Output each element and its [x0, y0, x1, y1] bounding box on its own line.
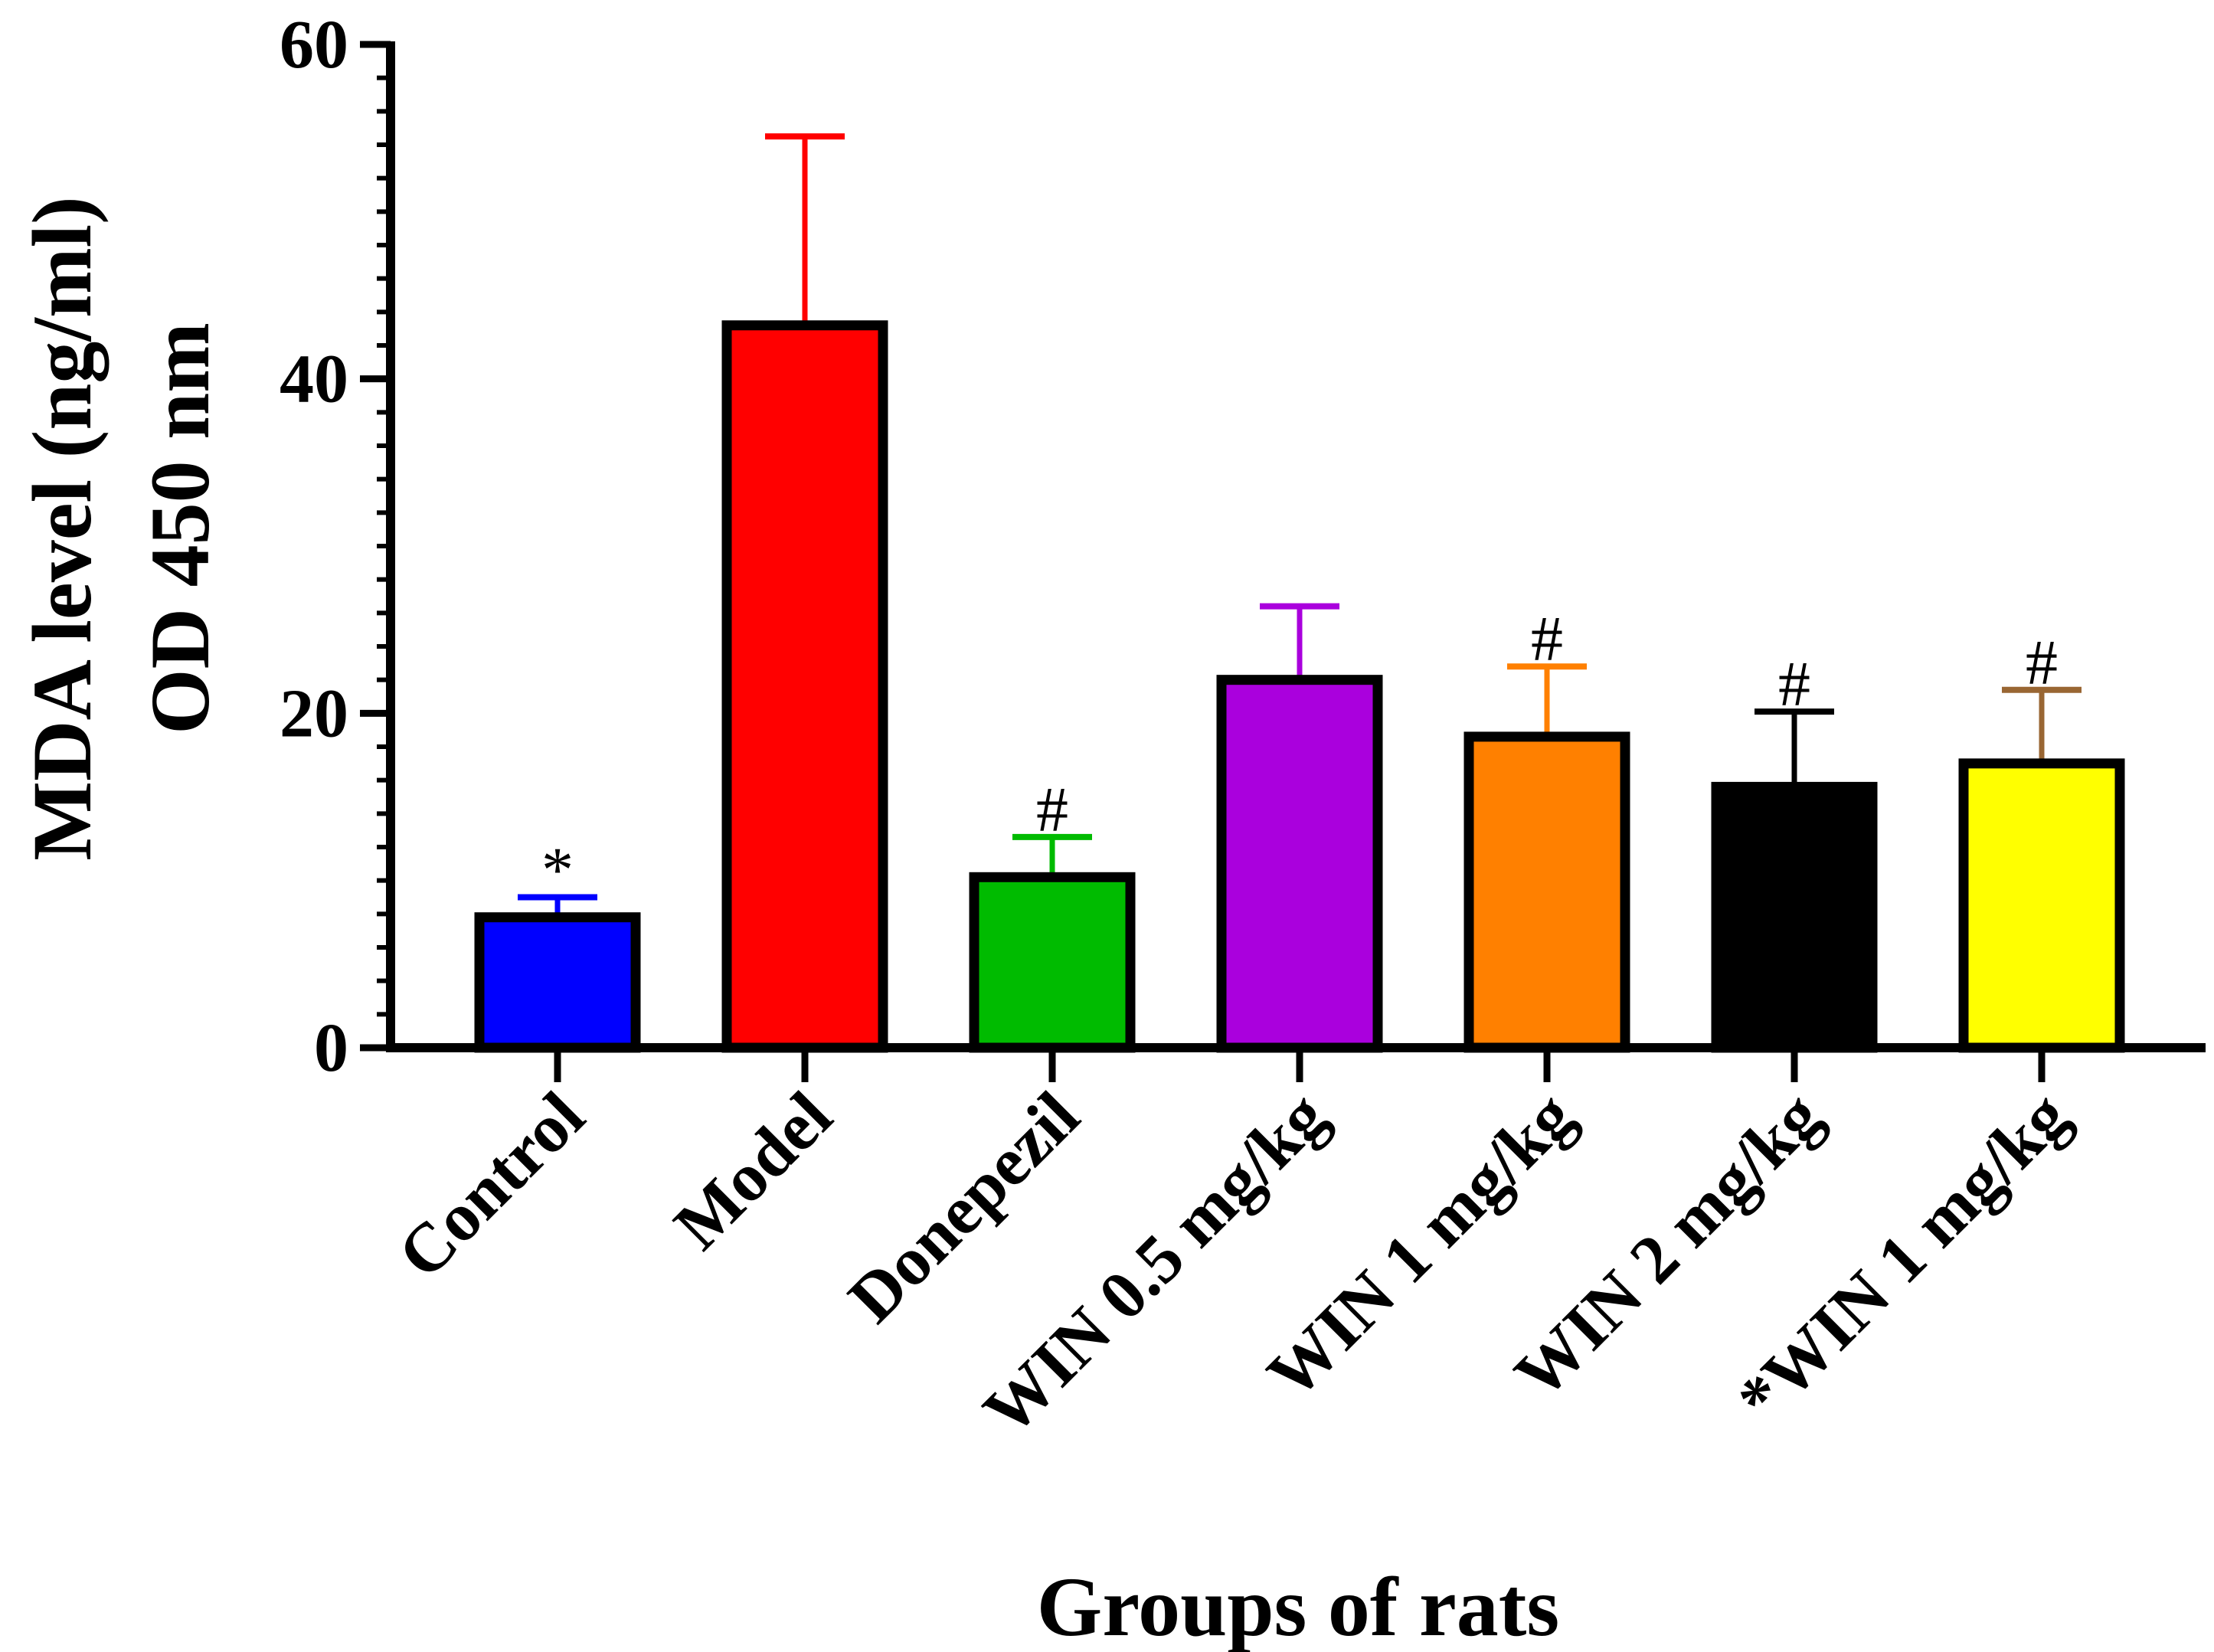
bar [1216, 675, 1383, 1053]
significance-marker: # [2026, 627, 2058, 698]
bar [1958, 758, 2125, 1053]
y-tick-label: 0 [314, 1010, 348, 1086]
significance-marker: # [1036, 774, 1068, 846]
y-axis-title-line2: OD 450 nm [133, 322, 227, 734]
y-tick-label: 40 [280, 342, 348, 417]
x-axis-title: Groups of rats [1037, 1560, 1559, 1652]
bar [1463, 731, 1630, 1053]
bar [474, 912, 641, 1053]
x-tick-label: Control [384, 1078, 599, 1293]
y-tick-label: 60 [280, 7, 348, 83]
y-axis-title-line1: MDA level (ng/ml) [15, 196, 109, 861]
significance-marker: * [541, 835, 574, 906]
bar [721, 320, 888, 1053]
x-tick-label: Donepezil [834, 1078, 1094, 1337]
significance-marker: # [1778, 649, 1810, 720]
bar [1711, 781, 1878, 1053]
x-tick-label: Model [660, 1078, 846, 1264]
bar [969, 872, 1136, 1053]
significance-marker: # [1531, 604, 1563, 675]
y-tick-label: 20 [280, 676, 348, 751]
y-axis-title: MDA level (ng/ml) OD 450 nm [15, 196, 227, 861]
